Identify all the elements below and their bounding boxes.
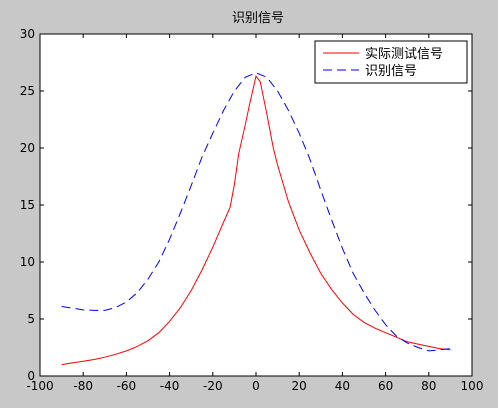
legend-label-1: 实际测试信号 <box>365 47 443 62</box>
x-tick-label: -100 <box>26 379 53 393</box>
y-tick-label: 25 <box>20 84 35 98</box>
x-tick-label: 0 <box>252 379 260 393</box>
y-tick-label: 20 <box>20 141 35 155</box>
y-tick-label: 0 <box>27 369 35 383</box>
y-tick-label: 30 <box>20 27 35 41</box>
x-tick-label: -60 <box>117 379 137 393</box>
x-tick-label: 80 <box>421 379 436 393</box>
axis-ticks: -100 -80 -60 -40 -20 0 20 40 60 80 100 0 5 10 15 20 25 30 <box>20 27 484 393</box>
x-tick-label: -20 <box>203 379 223 393</box>
x-tick-label: 40 <box>335 379 350 393</box>
x-tick-label: -40 <box>160 379 180 393</box>
x-tick-label: 100 <box>461 379 484 393</box>
y-tick-label: 15 <box>20 198 35 212</box>
plot-area <box>39 33 473 377</box>
x-tick-label: 20 <box>292 379 307 393</box>
x-tick-label: -80 <box>73 379 93 393</box>
chart-title: 识别信号 <box>232 11 284 26</box>
legend-label-2: 识别信号 <box>365 64 417 79</box>
series-line-2 <box>61 72 451 352</box>
x-tick-label: 60 <box>378 379 393 393</box>
series-line-1 <box>61 75 451 366</box>
y-tick-label: 5 <box>27 312 35 326</box>
series-layer <box>61 72 451 366</box>
y-tick-label: 10 <box>20 255 35 269</box>
legend-box <box>314 40 468 84</box>
